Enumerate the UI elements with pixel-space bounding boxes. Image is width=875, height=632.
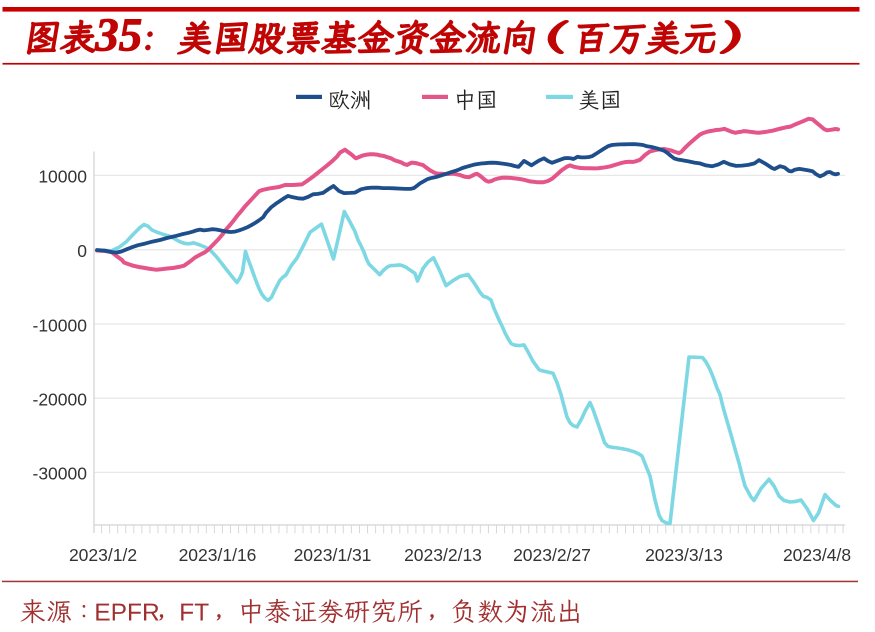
svg-text:0: 0 <box>77 241 87 261</box>
svg-text:2023/3/13: 2023/3/13 <box>645 545 723 565</box>
svg-text:2023/1/16: 2023/1/16 <box>179 545 257 565</box>
svg-text:2023/4/8: 2023/4/8 <box>783 545 851 565</box>
svg-text:-20000: -20000 <box>33 390 88 410</box>
svg-text:2023/1/31: 2023/1/31 <box>294 545 372 565</box>
svg-text:2023/1/2: 2023/1/2 <box>69 545 137 565</box>
svg-text:-30000: -30000 <box>33 464 88 484</box>
svg-text:2023/2/27: 2023/2/27 <box>513 545 591 565</box>
svg-text:2023/2/13: 2023/2/13 <box>404 545 482 565</box>
svg-text:10000: 10000 <box>38 167 87 187</box>
svg-text:-10000: -10000 <box>33 315 88 335</box>
